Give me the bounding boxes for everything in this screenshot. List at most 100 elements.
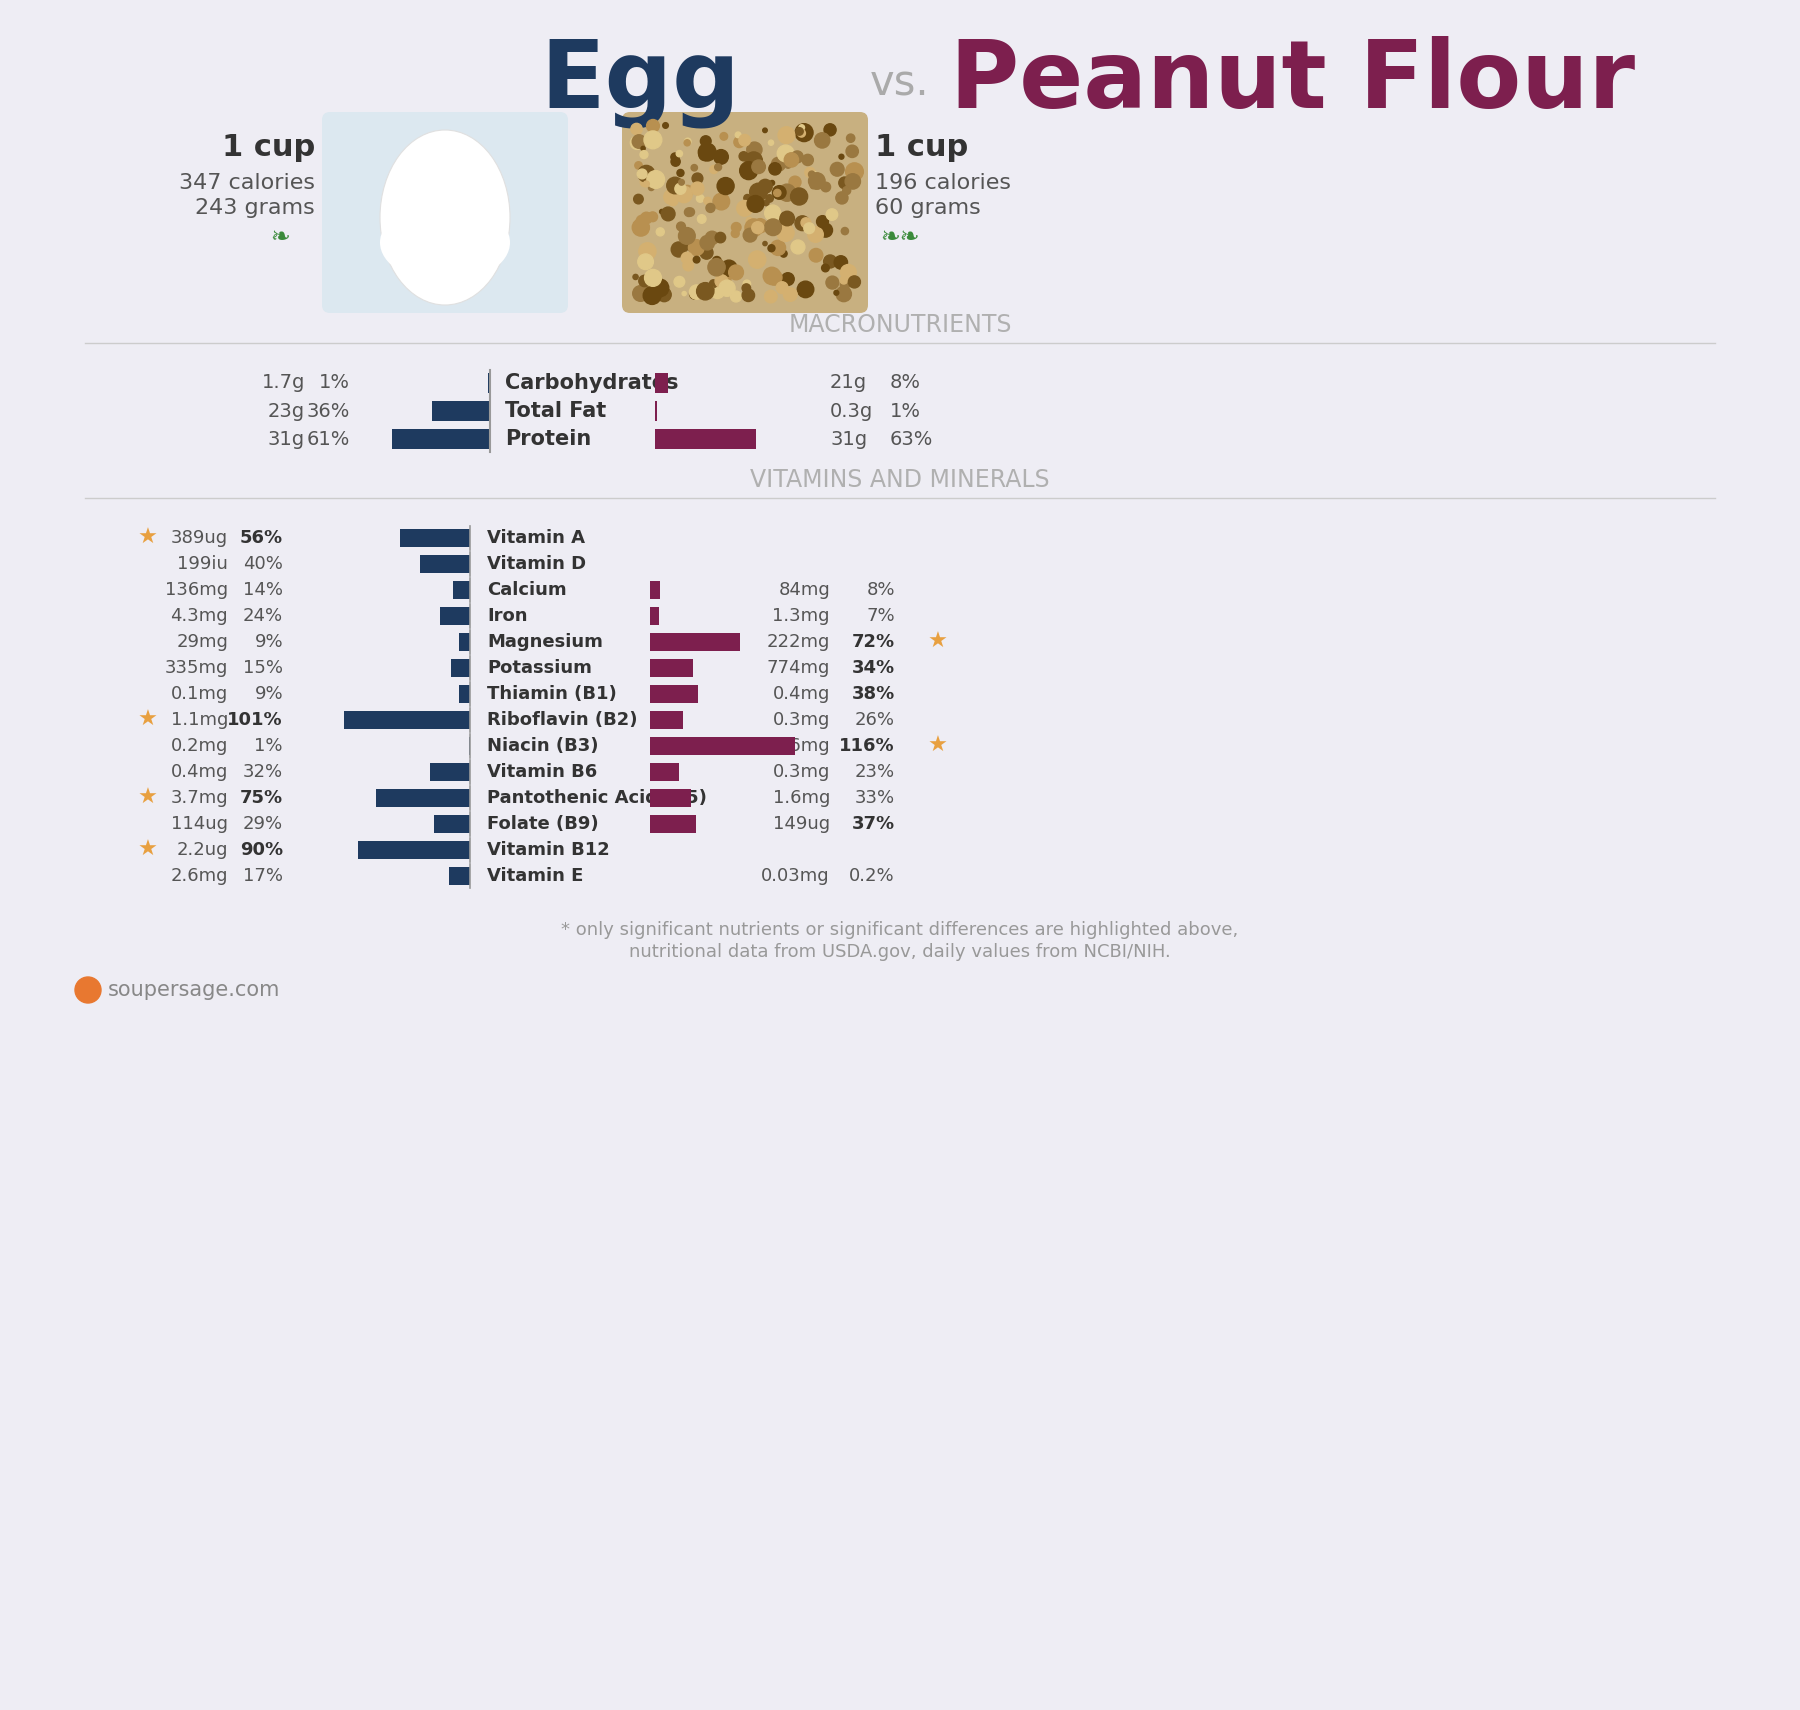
Circle shape — [743, 280, 751, 287]
Circle shape — [747, 142, 761, 157]
Text: 1.6mg: 1.6mg — [772, 788, 830, 807]
Circle shape — [841, 265, 857, 280]
Text: 1.1mg: 1.1mg — [171, 711, 229, 728]
Circle shape — [664, 190, 679, 205]
Circle shape — [821, 263, 830, 272]
Text: 347 calories: 347 calories — [178, 173, 315, 193]
FancyArrow shape — [650, 763, 679, 781]
Circle shape — [765, 195, 774, 202]
Text: 196 calories: 196 calories — [875, 173, 1012, 193]
Text: 9%: 9% — [254, 633, 283, 652]
Circle shape — [810, 183, 815, 188]
Text: 335mg: 335mg — [164, 658, 229, 677]
Circle shape — [788, 176, 801, 188]
Circle shape — [808, 173, 824, 190]
Text: 29%: 29% — [243, 816, 283, 833]
Circle shape — [758, 180, 772, 193]
Circle shape — [830, 162, 844, 176]
Circle shape — [715, 164, 722, 171]
Circle shape — [731, 291, 742, 303]
Text: 37%: 37% — [851, 816, 895, 833]
Circle shape — [643, 287, 661, 304]
Text: 63%: 63% — [889, 429, 934, 448]
Circle shape — [722, 260, 736, 277]
Circle shape — [697, 215, 706, 224]
Circle shape — [797, 280, 814, 298]
FancyArrow shape — [650, 607, 659, 624]
Circle shape — [684, 209, 693, 217]
Text: 2.6mg: 2.6mg — [171, 867, 229, 886]
Text: 114ug: 114ug — [171, 816, 229, 833]
Circle shape — [835, 192, 848, 203]
Circle shape — [635, 215, 648, 227]
Text: Niacin (B3): Niacin (B3) — [488, 737, 598, 756]
Circle shape — [698, 149, 711, 161]
Text: 56%: 56% — [239, 528, 283, 547]
Circle shape — [763, 128, 767, 133]
Circle shape — [835, 286, 851, 301]
FancyArrow shape — [452, 658, 470, 677]
Circle shape — [763, 241, 767, 246]
Circle shape — [680, 253, 693, 263]
Circle shape — [641, 147, 644, 150]
FancyArrow shape — [392, 429, 490, 450]
Circle shape — [729, 265, 743, 280]
Circle shape — [769, 140, 774, 145]
Circle shape — [839, 154, 844, 159]
Circle shape — [671, 157, 680, 166]
Circle shape — [742, 284, 751, 292]
Circle shape — [817, 215, 828, 227]
Text: 0.3mg: 0.3mg — [772, 763, 830, 781]
FancyBboxPatch shape — [623, 111, 868, 313]
Text: Vitamin E: Vitamin E — [488, 867, 583, 886]
Circle shape — [772, 157, 785, 171]
Circle shape — [740, 162, 758, 180]
Circle shape — [715, 233, 725, 243]
Circle shape — [677, 150, 682, 157]
Circle shape — [774, 190, 781, 197]
Text: 222mg: 222mg — [767, 633, 830, 652]
Circle shape — [779, 250, 787, 256]
Circle shape — [700, 246, 713, 260]
Text: 149ug: 149ug — [772, 816, 830, 833]
Circle shape — [769, 162, 781, 174]
Circle shape — [792, 150, 803, 162]
Circle shape — [796, 123, 814, 142]
Circle shape — [796, 128, 803, 135]
Circle shape — [846, 162, 864, 181]
Circle shape — [697, 195, 704, 202]
Circle shape — [772, 186, 787, 200]
Circle shape — [752, 219, 767, 233]
Circle shape — [697, 282, 715, 299]
Circle shape — [767, 270, 781, 286]
Circle shape — [819, 224, 833, 238]
Circle shape — [713, 193, 729, 210]
Circle shape — [677, 169, 684, 176]
Circle shape — [769, 245, 776, 251]
Text: 29mg: 29mg — [176, 633, 229, 652]
Circle shape — [763, 267, 781, 284]
Text: ★: ★ — [139, 710, 158, 730]
FancyArrow shape — [430, 763, 470, 781]
Text: 1.7g: 1.7g — [261, 373, 304, 393]
Circle shape — [713, 256, 722, 265]
FancyArrow shape — [419, 556, 470, 573]
Circle shape — [668, 197, 679, 205]
FancyArrow shape — [358, 841, 470, 858]
Circle shape — [779, 212, 790, 222]
Circle shape — [716, 178, 734, 195]
Circle shape — [644, 132, 662, 149]
FancyArrow shape — [376, 788, 470, 807]
Circle shape — [783, 287, 797, 301]
Circle shape — [722, 275, 731, 284]
Text: Egg: Egg — [540, 36, 740, 128]
Text: 774mg: 774mg — [767, 658, 830, 677]
Circle shape — [848, 275, 860, 287]
Circle shape — [824, 255, 837, 268]
Circle shape — [688, 239, 704, 255]
Circle shape — [736, 200, 752, 215]
Circle shape — [643, 227, 648, 234]
Circle shape — [632, 135, 646, 149]
FancyArrow shape — [655, 373, 668, 393]
Text: MACRONUTRIENTS: MACRONUTRIENTS — [788, 313, 1012, 337]
